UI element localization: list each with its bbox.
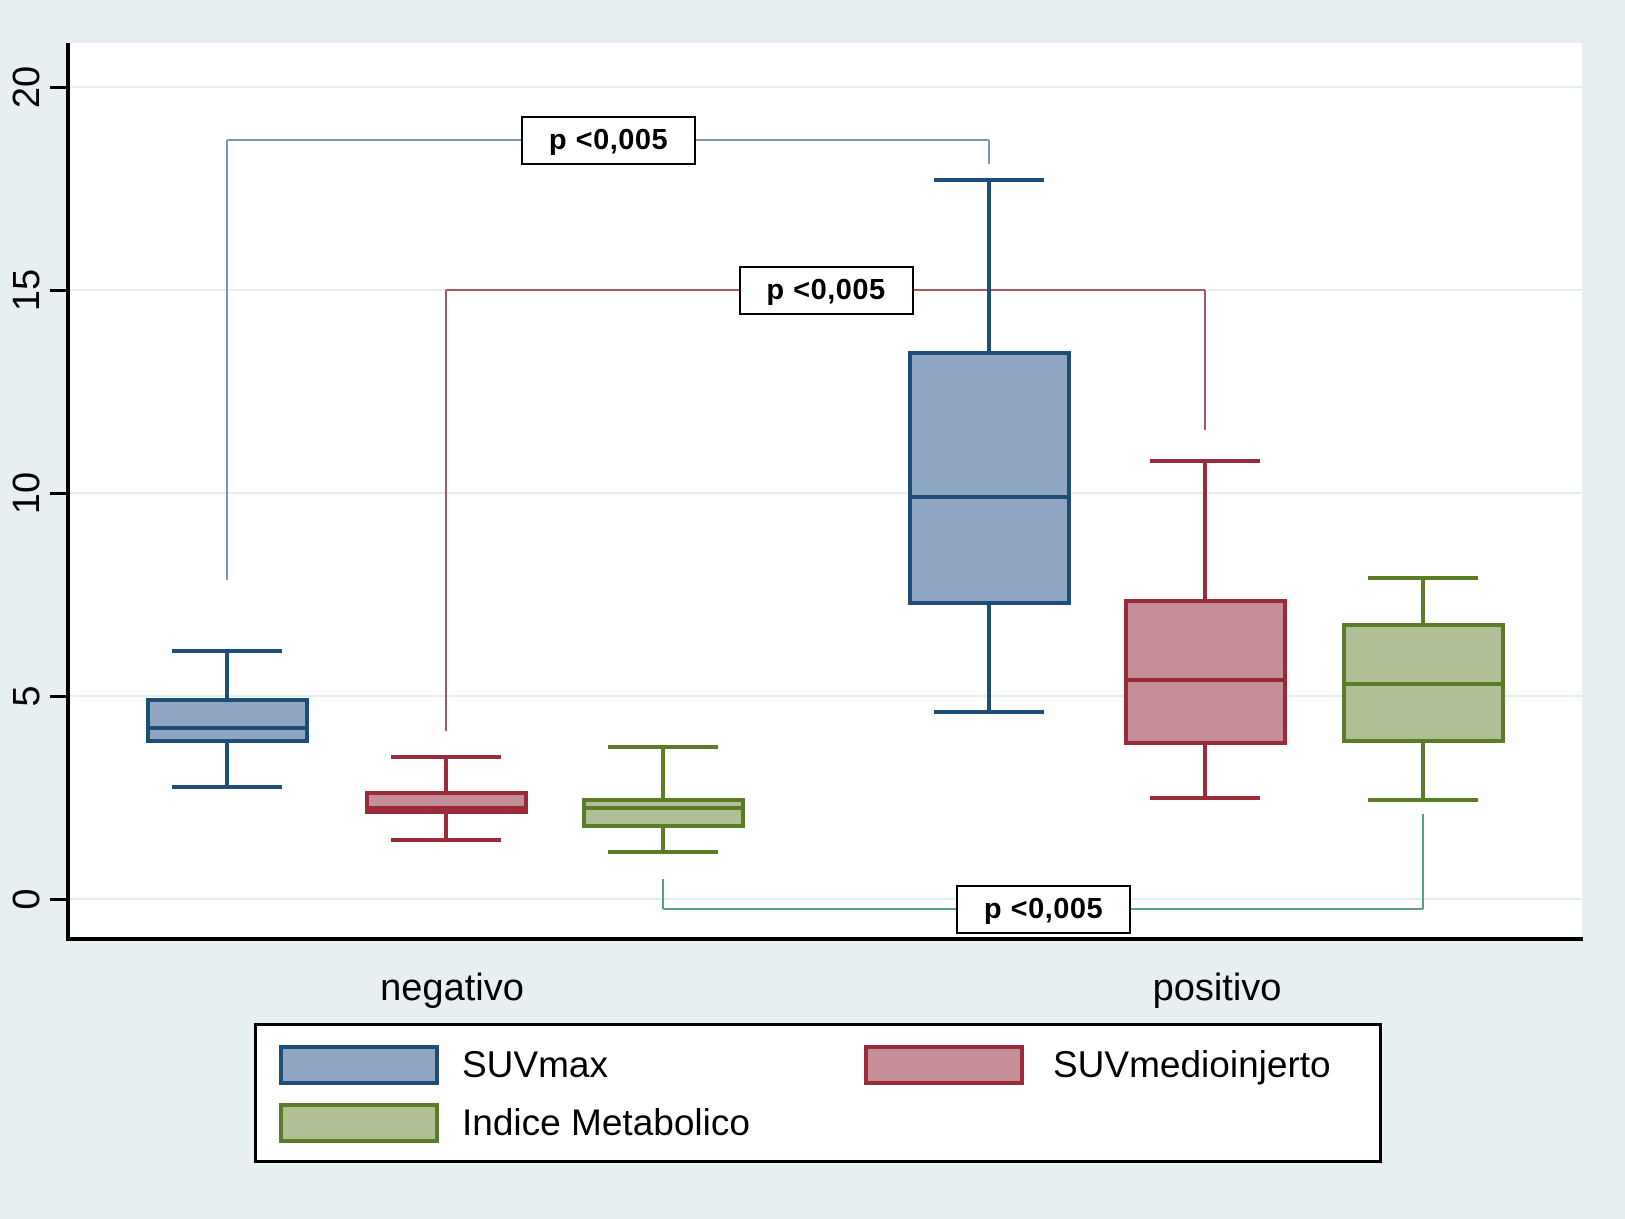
whisker-cap-low-suvmax-negativo (172, 785, 282, 790)
y-tick-label: 10 (6, 471, 48, 515)
gridline (70, 898, 1582, 900)
whisker-lower-suvmax-positivo (987, 604, 991, 713)
box-suvmedioinjerto-positivo (1123, 598, 1287, 745)
x-category-label-negativo: negativo (380, 967, 524, 1009)
whisker-lower-suvmedioinjerto-positivo (1203, 744, 1207, 798)
y-tick-mark (50, 491, 66, 495)
whisker-lower-indice-metabolico-positivo (1421, 742, 1425, 800)
y-tick-mark (50, 85, 66, 89)
whisker-cap-high-suvmedioinjerto-negativo (391, 754, 501, 759)
legend-swatch-suvmedioinjerto (864, 1045, 1024, 1085)
whisker-cap-high-indice-metabolico-negativo (608, 744, 718, 749)
gridline (70, 492, 1582, 494)
median-indice-metabolico-negativo (581, 805, 745, 810)
whisker-lower-indice-metabolico-negativo (661, 827, 665, 853)
y-tick-label: 5 (6, 685, 48, 707)
median-suvmedioinjerto-negativo (364, 805, 528, 810)
y-axis-line (66, 43, 70, 941)
median-suvmedioinjerto-positivo (1123, 677, 1287, 682)
whisker-upper-indice-metabolico-positivo (1421, 578, 1425, 623)
gridline (70, 86, 1582, 88)
y-tick-label: 0 (6, 888, 48, 910)
box-suvmedioinjerto-negativo (364, 791, 528, 814)
p-bracket-left-drop-suvmedioinjerto (445, 290, 447, 731)
x-category-label-positivo: positivo (1152, 967, 1282, 1009)
y-tick-mark (50, 694, 66, 698)
p-bracket-right-drop-indice-metabolico (1422, 813, 1424, 910)
y-tick-mark (50, 897, 66, 901)
gridline (70, 695, 1582, 697)
whisker-cap-low-suvmedioinjerto-negativo (391, 838, 501, 843)
legend: SUVmax SUVmedioinjerto Indice Metabolico (254, 1023, 1382, 1163)
p-value-label-suvmedioinjerto: p <0,005 (738, 266, 914, 315)
box-suvmax-positivo (907, 350, 1071, 605)
median-suvmax-negativo (145, 726, 309, 731)
median-indice-metabolico-positivo (1341, 681, 1505, 686)
whisker-cap-low-indice-metabolico-positivo (1368, 797, 1478, 802)
whisker-cap-high-suvmedioinjerto-positivo (1150, 458, 1260, 463)
box-suvmax-negativo (145, 698, 309, 743)
legend-label-suvmedioinjerto: SUVmedioinjerto (1053, 1044, 1331, 1085)
whisker-cap-high-indice-metabolico-positivo (1368, 576, 1478, 581)
whisker-cap-high-suvmax-positivo (934, 178, 1044, 183)
legend-swatch-suvmax (279, 1045, 439, 1085)
whisker-cap-low-suvmax-positivo (934, 710, 1044, 715)
legend-label-indice-metabolico: Indice Metabolico (462, 1102, 750, 1143)
whisker-cap-high-suvmax-negativo (172, 649, 282, 654)
x-axis-line (66, 937, 1583, 941)
legend-label-suvmax: SUVmax (462, 1044, 608, 1085)
whisker-cap-low-indice-metabolico-negativo (608, 850, 718, 855)
legend-swatch-indice-metabolico (279, 1103, 439, 1143)
whisker-lower-suvmedioinjerto-negativo (444, 813, 448, 841)
y-tick-label: 15 (6, 268, 48, 312)
p-bracket-right-drop-suvmedioinjerto (1204, 290, 1206, 431)
whisker-upper-suvmedioinjerto-negativo (444, 756, 448, 792)
y-tick-label: 20 (6, 65, 48, 109)
whisker-upper-indice-metabolico-negativo (661, 746, 665, 798)
p-bracket-left-drop-indice-metabolico (662, 878, 664, 910)
median-suvmax-positivo (907, 495, 1071, 500)
p-bracket-left-drop-suvmax (226, 139, 228, 581)
y-tick-mark (50, 288, 66, 292)
whisker-upper-suvmax-positivo (987, 180, 991, 351)
whisker-upper-suvmedioinjerto-positivo (1203, 460, 1207, 599)
whisker-upper-suvmax-negativo (225, 651, 229, 699)
p-value-label-indice-metabolico: p <0,005 (956, 885, 1131, 935)
plot-area (70, 43, 1582, 938)
whisker-lower-suvmax-negativo (225, 742, 229, 788)
whisker-cap-low-suvmedioinjerto-positivo (1150, 795, 1260, 800)
p-bracket-right-drop-suvmax (988, 139, 990, 165)
box-indice-metabolico-negativo (581, 797, 745, 828)
p-value-label-suvmax: p <0,005 (521, 115, 696, 165)
